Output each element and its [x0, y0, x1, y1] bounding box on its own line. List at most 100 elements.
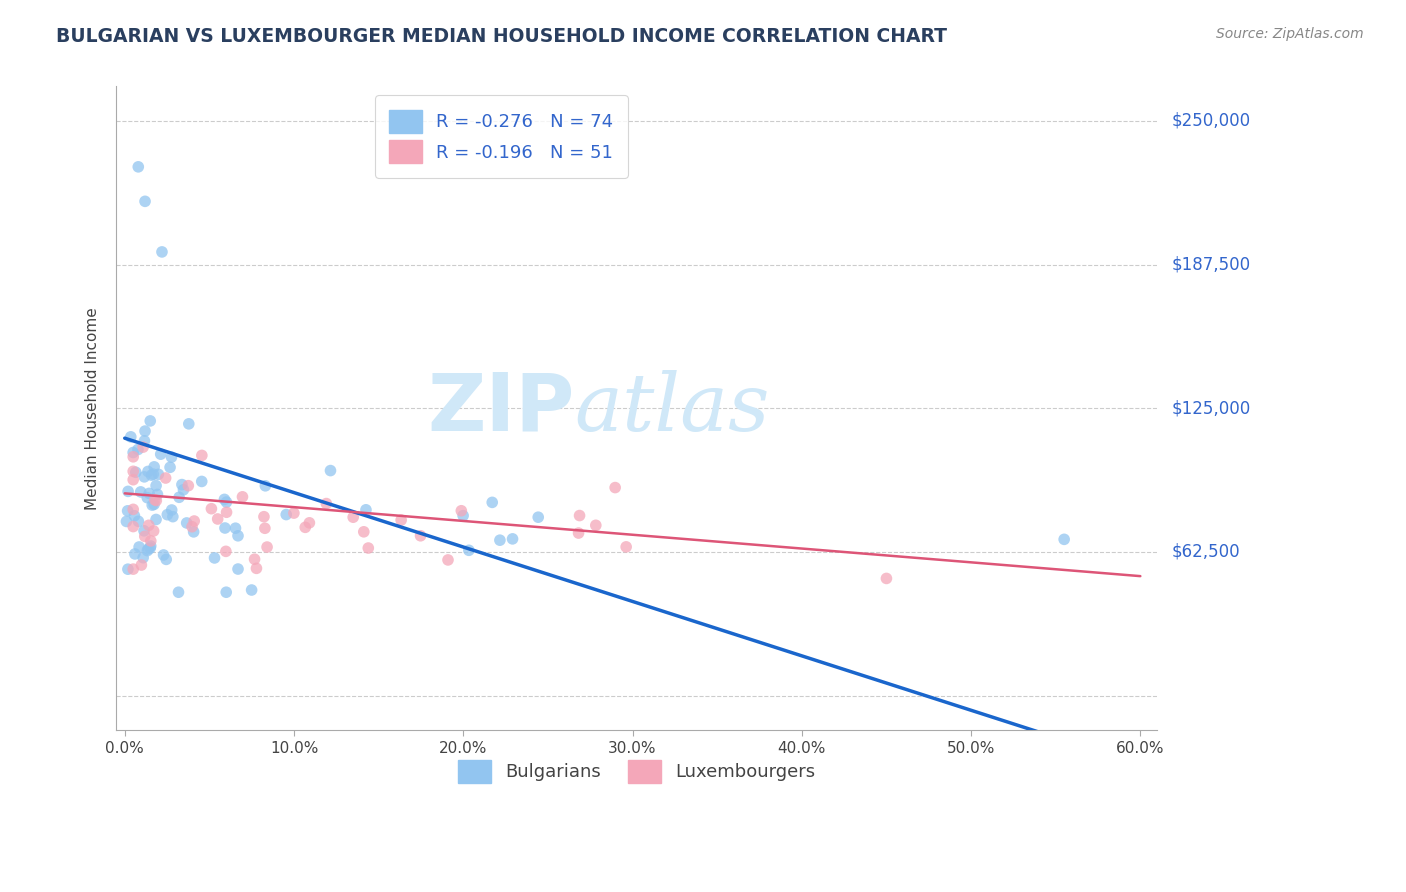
- Point: [122, 473, 145, 487]
- Point: [136, 491, 159, 505]
- Point: [141, 468, 163, 483]
- Point: [177, 478, 200, 492]
- Point: [177, 417, 200, 431]
- Point: [215, 505, 238, 519]
- Point: [128, 540, 150, 554]
- Point: [254, 479, 277, 493]
- Text: Source: ZipAtlas.com: Source: ZipAtlas.com: [1216, 27, 1364, 41]
- Point: [117, 484, 139, 499]
- Point: [139, 539, 162, 553]
- Point: [143, 492, 166, 507]
- Text: $125,000: $125,000: [1171, 400, 1250, 417]
- Point: [122, 445, 145, 459]
- Point: [342, 510, 364, 524]
- Point: [215, 495, 238, 509]
- Point: [139, 533, 162, 548]
- Point: [145, 478, 167, 492]
- Point: [120, 430, 142, 444]
- Point: [294, 520, 316, 534]
- Point: [567, 526, 589, 541]
- Point: [124, 508, 146, 523]
- Point: [142, 524, 165, 538]
- Text: $187,500: $187,500: [1171, 256, 1250, 274]
- Point: [155, 552, 177, 566]
- Point: [143, 497, 166, 511]
- Point: [117, 562, 139, 576]
- Point: [256, 540, 278, 554]
- Point: [134, 529, 156, 543]
- Point: [115, 515, 138, 529]
- Point: [176, 516, 198, 530]
- Point: [145, 512, 167, 526]
- Point: [167, 585, 190, 599]
- Point: [191, 449, 214, 463]
- Point: [298, 516, 321, 530]
- Point: [253, 521, 276, 535]
- Point: [124, 547, 146, 561]
- Point: [457, 543, 479, 558]
- Point: [357, 541, 380, 555]
- Point: [145, 493, 167, 508]
- Point: [200, 501, 222, 516]
- Point: [162, 509, 184, 524]
- Point: [142, 467, 165, 482]
- Point: [159, 460, 181, 475]
- Point: [138, 486, 160, 500]
- Point: [141, 498, 163, 512]
- Point: [409, 529, 432, 543]
- Point: [243, 552, 266, 566]
- Point: [389, 513, 412, 527]
- Point: [315, 497, 337, 511]
- Point: [156, 508, 179, 522]
- Point: [214, 521, 236, 535]
- Point: [143, 459, 166, 474]
- Text: atlas: atlas: [574, 369, 769, 447]
- Point: [160, 503, 183, 517]
- Point: [1053, 533, 1076, 547]
- Point: [127, 514, 149, 528]
- Point: [437, 553, 460, 567]
- Text: BULGARIAN VS LUXEMBOURGER MEDIAN HOUSEHOLD INCOME CORRELATION CHART: BULGARIAN VS LUXEMBOURGER MEDIAN HOUSEHO…: [56, 27, 948, 45]
- Point: [527, 510, 550, 524]
- Point: [215, 585, 238, 599]
- Point: [122, 464, 145, 478]
- Point: [125, 465, 148, 479]
- Point: [134, 434, 156, 448]
- Point: [138, 518, 160, 533]
- Point: [215, 544, 238, 558]
- Point: [226, 562, 249, 576]
- Text: $250,000: $250,000: [1171, 112, 1250, 130]
- Point: [152, 548, 174, 562]
- Point: [451, 508, 474, 523]
- Point: [204, 550, 226, 565]
- Point: [605, 481, 627, 495]
- Point: [214, 492, 236, 507]
- Point: [127, 160, 149, 174]
- Point: [149, 447, 172, 461]
- Point: [132, 440, 155, 454]
- Point: [170, 477, 193, 491]
- Text: $62,500: $62,500: [1171, 543, 1240, 561]
- Point: [122, 562, 145, 576]
- Point: [231, 490, 253, 504]
- Point: [481, 495, 503, 509]
- Point: [139, 541, 162, 555]
- Point: [155, 471, 177, 485]
- Point: [354, 503, 377, 517]
- Point: [136, 542, 159, 557]
- Point: [283, 506, 305, 520]
- Point: [127, 442, 149, 457]
- Point: [122, 450, 145, 464]
- Point: [190, 475, 212, 489]
- Point: [139, 414, 162, 428]
- Point: [117, 504, 139, 518]
- Point: [134, 424, 156, 438]
- Point: [875, 571, 897, 585]
- Point: [207, 512, 229, 526]
- Y-axis label: Median Household Income: Median Household Income: [86, 307, 100, 509]
- Point: [568, 508, 591, 523]
- Point: [226, 529, 249, 543]
- Legend: Bulgarians, Luxembourgers: Bulgarians, Luxembourgers: [450, 751, 824, 792]
- Point: [450, 504, 472, 518]
- Point: [132, 550, 155, 565]
